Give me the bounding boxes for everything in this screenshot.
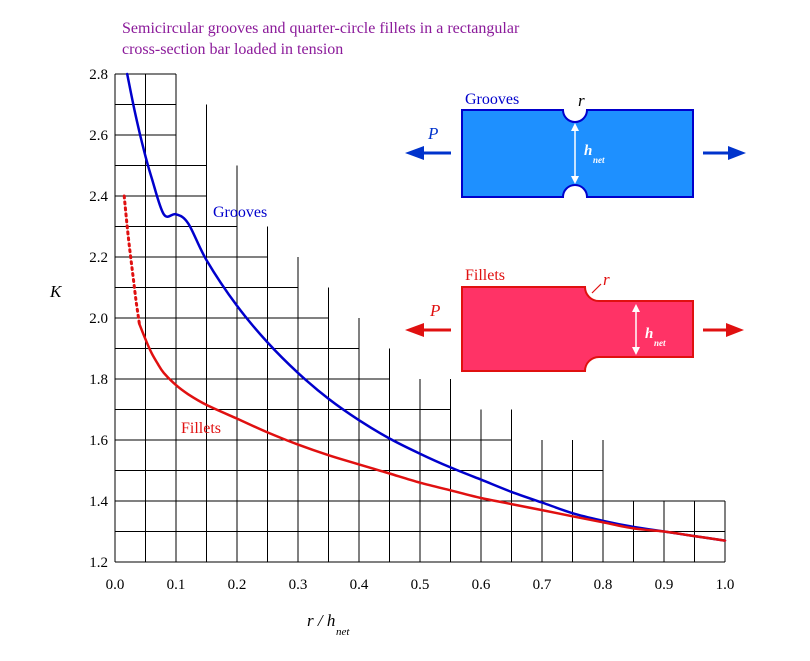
fillets-hnet-arrowhead-top [632,304,640,312]
fillets-r-leader [591,283,602,294]
grooves-right-arrow [703,146,746,160]
x-tick-label: 0.9 [655,577,674,593]
x-tick-label: 0.6 [472,577,491,593]
y-tick-label: 1.8 [89,372,108,388]
x-axis-label-sub: net [336,626,350,638]
x-tick-label: 0.8 [594,577,613,593]
x-tick-label: 0.1 [167,577,186,593]
y-tick-label: 2.8 [89,67,108,83]
x-axis-label-main: r / h [307,611,335,630]
x-tick-label: 0.0 [106,577,125,593]
grooves-r-label: r [578,91,585,110]
y-tick-label: 1.4 [89,494,108,510]
y-tick-label: 1.2 [89,555,108,571]
y-tick-label: 2.4 [89,189,108,205]
fillets-h-label: h [645,326,653,342]
fillets-specimen [461,286,694,372]
grooves-h-label: h [584,143,592,159]
x-tick-label: 0.5 [411,577,430,593]
chart-title-line-2: cross-section bar loaded in tension [122,41,344,58]
fillets-hnet-arrowhead-bottom [632,347,640,355]
x-tick-label: 1.0 [716,577,735,593]
fillets-left-arrow [405,323,451,337]
x-tick-label: 0.7 [533,577,552,593]
y-axis-label: K [49,282,63,301]
fillets-right-arrow [703,323,744,337]
fillets-r-label: r [603,270,610,289]
x-tick-label: 0.2 [228,577,247,593]
x-tick-label: 0.3 [289,577,308,593]
fillets-diagram: h net Fillets r P [405,267,744,372]
axis-ticks: 0.0 0.1 0.2 0.3 0.4 0.5 0.6 0.7 0.8 0.9 1.0 1.2 1.4 1… [89,67,734,593]
grooves-curve-label: Grooves [213,204,267,221]
grooves-specimen [461,109,694,198]
y-tick-label: 1.6 [89,433,108,449]
grooves-diagram: h net Grooves r P [405,91,746,198]
fillets-diagram-title: Fillets [465,267,505,284]
y-tick-label: 2.0 [89,311,108,327]
fillets-curve-label: Fillets [181,420,221,437]
series-line-fillets [138,322,727,542]
grooves-hnet-arrowhead-bottom [571,176,579,184]
series-layer [122,72,727,542]
series-line-grooves [125,72,727,542]
grooves-left-arrow [405,146,451,160]
y-tick-label: 2.2 [89,250,108,266]
series-line-fillets-extrapolated [122,194,141,326]
x-tick-label: 0.4 [350,577,369,593]
fillets-p-label: P [429,301,440,320]
grooves-diagram-title: Grooves [465,91,519,108]
fillets-h-sub: net [654,338,666,348]
grooves-hnet-arrowhead-top [571,123,579,131]
grooves-p-label: P [427,124,438,143]
chart-title-line-1: Semicircular grooves and quarter-circle … [122,20,520,37]
grooves-h-sub: net [593,155,605,165]
y-tick-label: 2.6 [89,128,108,144]
